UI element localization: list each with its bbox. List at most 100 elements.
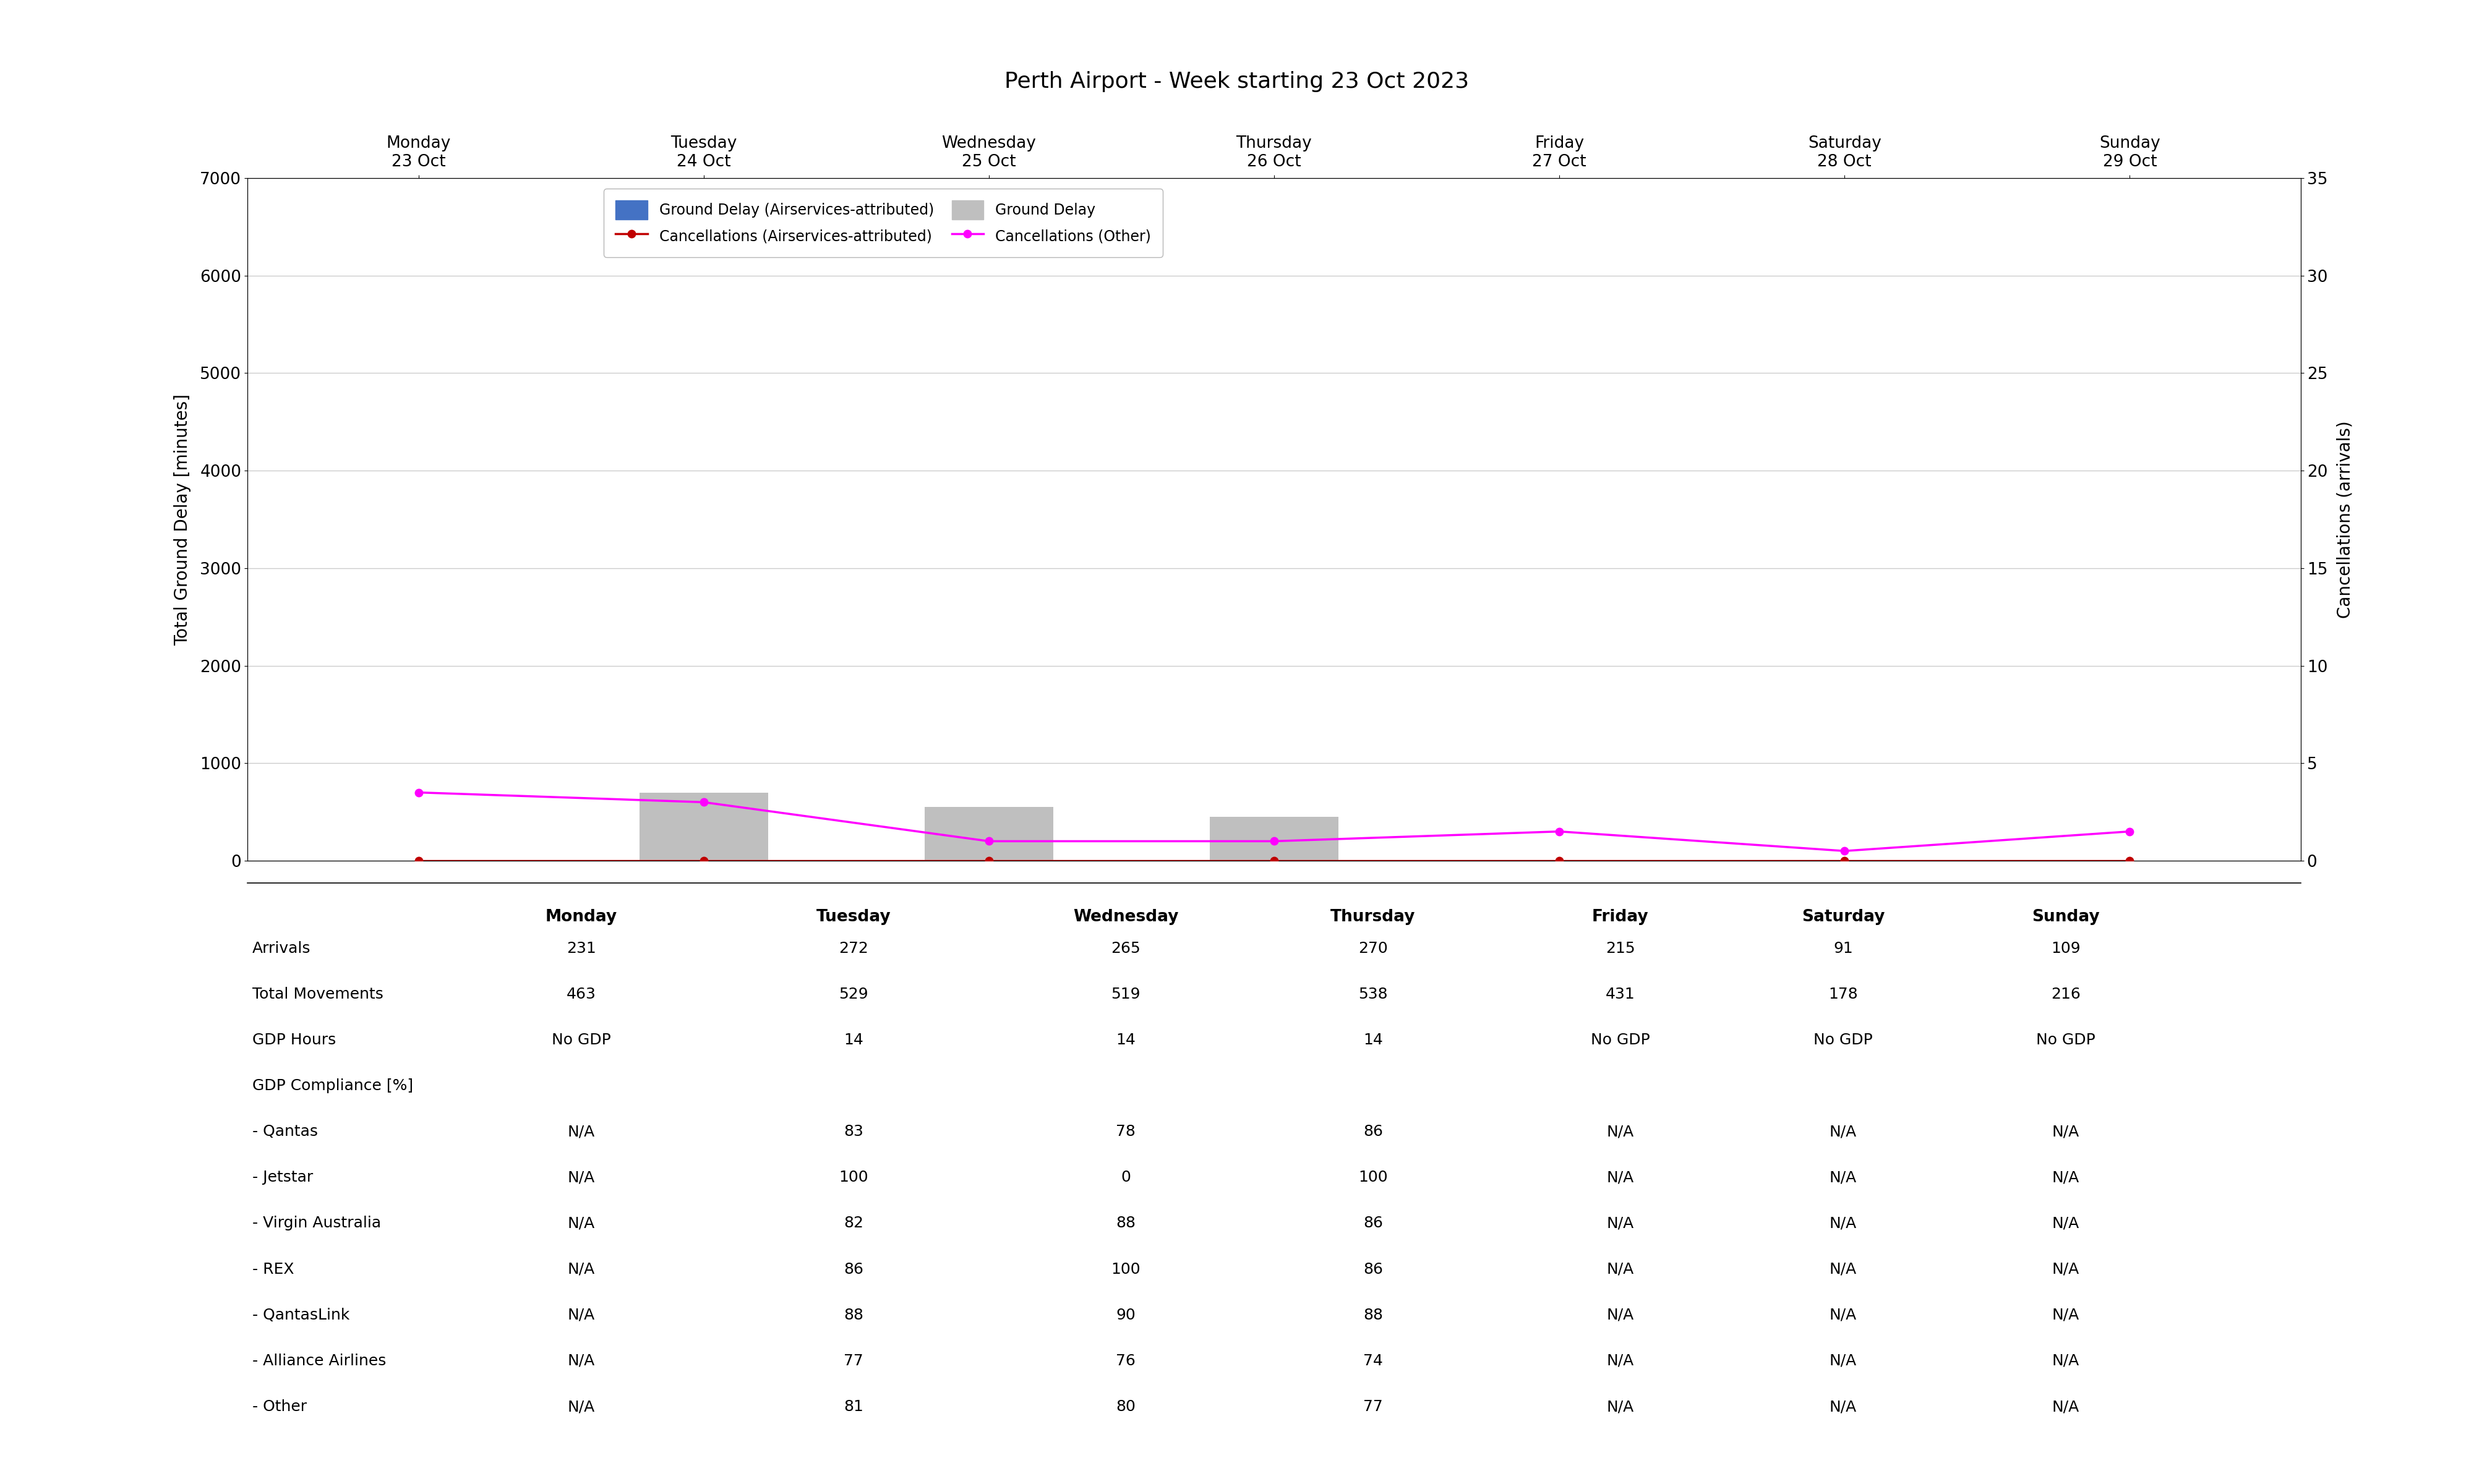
Text: Total Movements: Total Movements [252,987,383,1002]
Text: N/A: N/A [1606,1169,1635,1184]
Cancellations (Other) [1544,822,1573,840]
Y-axis label: Total Ground Delay [minutes]: Total Ground Delay [minutes] [173,393,190,646]
Text: GDP Hours: GDP Hours [252,1033,336,1048]
Text: Sunday: Sunday [2031,908,2100,925]
Text: GDP Compliance [%]: GDP Compliance [%] [252,1079,413,1094]
Bar [641,792,767,861]
Text: 80: 80 [1116,1399,1136,1414]
Cancellations (Other) [1259,833,1289,850]
Text: N/A: N/A [2051,1353,2081,1368]
Text: No GDP: No GDP [1813,1033,1873,1048]
Text: 78: 78 [1116,1125,1136,1140]
Text: Friday: Friday [1593,908,1648,925]
Text: N/A: N/A [1828,1307,1858,1322]
Text: 91: 91 [1833,941,1853,956]
Text: Saturday: Saturday [1801,908,1885,925]
Text: 109: 109 [2051,941,2081,956]
Y-axis label: Cancellations (arrivals): Cancellations (arrivals) [2335,420,2353,619]
Text: 270: 270 [1358,941,1388,956]
Cancellations (Airservices-attributed) [403,852,433,870]
Text: N/A: N/A [1828,1353,1858,1368]
Cancellations (Airservices-attributed) [1259,852,1289,870]
Text: N/A: N/A [2051,1261,2081,1276]
Text: 0: 0 [1121,1169,1131,1184]
Text: N/A: N/A [567,1261,596,1276]
Text: N/A: N/A [1606,1125,1635,1140]
Text: Tuesday: Tuesday [816,908,891,925]
Text: 90: 90 [1116,1307,1136,1322]
Cancellations (Airservices-attributed) [1544,852,1573,870]
Text: Monday: Monday [544,908,618,925]
Cancellations (Other) [975,833,1004,850]
Text: 77: 77 [1363,1399,1383,1414]
Line: Cancellations (Airservices-attributed): Cancellations (Airservices-attributed) [416,856,2133,865]
Text: - Other: - Other [252,1399,307,1414]
Cancellations (Airservices-attributed) [2115,852,2145,870]
Text: 178: 178 [1828,987,1858,1002]
Text: 14: 14 [844,1033,863,1048]
Text: 519: 519 [1111,987,1141,1002]
Text: 100: 100 [839,1169,868,1184]
Text: No GDP: No GDP [1591,1033,1650,1048]
Cancellations (Airservices-attributed) [1831,852,1860,870]
Text: N/A: N/A [1828,1125,1858,1140]
Text: N/A: N/A [567,1353,596,1368]
Text: 216: 216 [2051,987,2081,1002]
Text: N/A: N/A [567,1125,596,1140]
Text: - Qantas: - Qantas [252,1125,317,1140]
Text: N/A: N/A [1828,1261,1858,1276]
Text: 463: 463 [567,987,596,1002]
Cancellations (Airservices-attributed) [688,852,717,870]
Text: N/A: N/A [567,1307,596,1322]
Text: 86: 86 [844,1261,863,1276]
Text: - Alliance Airlines: - Alliance Airlines [252,1353,386,1368]
Text: 81: 81 [844,1399,863,1414]
Text: No GDP: No GDP [2036,1033,2095,1048]
Text: N/A: N/A [567,1215,596,1230]
Text: - Jetstar: - Jetstar [252,1169,314,1184]
Text: N/A: N/A [2051,1125,2081,1140]
Text: 100: 100 [1111,1261,1141,1276]
Text: 86: 86 [1363,1125,1383,1140]
Text: - QantasLink: - QantasLink [252,1307,349,1322]
Text: N/A: N/A [567,1169,596,1184]
Text: 83: 83 [844,1125,863,1140]
Text: 231: 231 [567,941,596,956]
Text: N/A: N/A [2051,1169,2081,1184]
Text: N/A: N/A [1606,1261,1635,1276]
Text: 272: 272 [839,941,868,956]
Text: 100: 100 [1358,1169,1388,1184]
Text: Thursday: Thursday [1331,908,1415,925]
Text: N/A: N/A [1828,1215,1858,1230]
Text: Perth Airport - Week starting 23 Oct 2023: Perth Airport - Week starting 23 Oct 202… [1004,71,1470,92]
Legend: Ground Delay (Airservices-attributed), Cancellations (Airservices-attributed), G: Ground Delay (Airservices-attributed), C… [604,188,1163,257]
Cancellations (Other) [403,784,433,801]
Text: 538: 538 [1358,987,1388,1002]
Text: N/A: N/A [1606,1399,1635,1414]
Text: 14: 14 [1363,1033,1383,1048]
Text: 88: 88 [844,1307,863,1322]
Cancellations (Other) [2115,822,2145,840]
Text: N/A: N/A [2051,1215,2081,1230]
Text: 14: 14 [1116,1033,1136,1048]
Text: 74: 74 [1363,1353,1383,1368]
Bar [1210,816,1338,861]
Bar [925,807,1054,861]
Text: 77: 77 [844,1353,863,1368]
Text: 86: 86 [1363,1261,1383,1276]
Text: Arrivals: Arrivals [252,941,312,956]
Text: N/A: N/A [1828,1169,1858,1184]
Text: N/A: N/A [1606,1215,1635,1230]
Text: 431: 431 [1606,987,1635,1002]
Cancellations (Airservices-attributed) [975,852,1004,870]
Text: N/A: N/A [1606,1353,1635,1368]
Text: 88: 88 [1363,1307,1383,1322]
Text: N/A: N/A [567,1399,596,1414]
Cancellations (Other) [688,794,717,812]
Text: N/A: N/A [1606,1307,1635,1322]
Cancellations (Other) [1831,841,1860,859]
Text: N/A: N/A [2051,1307,2081,1322]
Text: 215: 215 [1606,941,1635,956]
Text: 76: 76 [1116,1353,1136,1368]
Text: 265: 265 [1111,941,1141,956]
